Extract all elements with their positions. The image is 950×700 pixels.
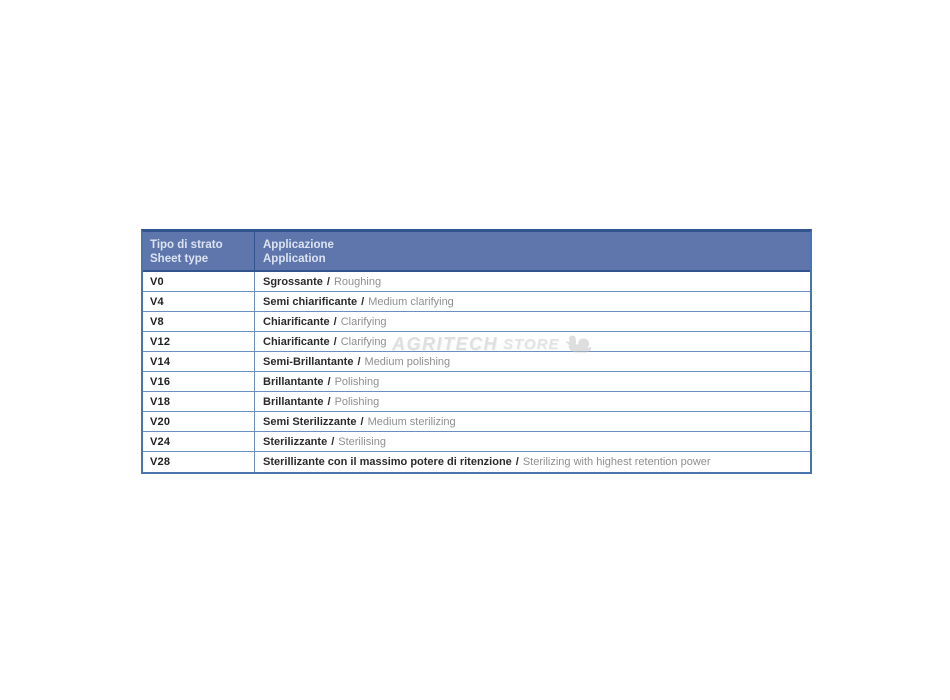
application-value: Brillantante / Polishing xyxy=(255,372,810,391)
separator-slash: / xyxy=(333,315,337,328)
application-italian: Semi chiarificante xyxy=(263,295,358,308)
application-italian: Sgrossante xyxy=(263,275,323,288)
separator-slash: / xyxy=(333,335,337,348)
sheet-type-value: V24 xyxy=(143,432,255,451)
application-italian: Brillantante xyxy=(263,395,324,408)
application-english: Medium polishing xyxy=(364,355,451,368)
separator-slash: / xyxy=(515,456,519,468)
application-english: Roughing xyxy=(333,275,382,288)
application-italian: Sterillizante con il massimo potere di r… xyxy=(263,456,512,468)
application-italian: Brillantante xyxy=(263,375,324,388)
separator-slash: / xyxy=(360,415,364,428)
application-value: Semi-Brillantante / Medium polishing xyxy=(255,352,810,371)
application-italian: Chiarificante xyxy=(263,315,330,328)
table-row: V0 Sgrossante / Roughing xyxy=(143,272,810,292)
table-row: V28 Sterillizante con il massimo potere … xyxy=(143,452,810,472)
sheet-type-value: V14 xyxy=(143,352,255,371)
application-english: Sterilizing with highest retention power xyxy=(522,456,711,468)
application-value: Semi chiarificante / Medium clarifying xyxy=(255,292,810,311)
table-row: V18 Brillantante / Polishing xyxy=(143,392,810,412)
separator-slash: / xyxy=(361,295,365,308)
header-application: Applicazione Application xyxy=(263,239,334,265)
application-english: Polishing xyxy=(334,395,380,408)
application-italian: Chiarificante xyxy=(263,335,330,348)
application-english: Polishing xyxy=(334,375,380,388)
table-row: V4 Semi chiarificante / Medium clarifyin… xyxy=(143,292,810,312)
application-italian: Semi-Brillantante xyxy=(263,355,354,368)
separator-slash: / xyxy=(326,275,330,288)
application-value: Semi Sterilizzante / Medium sterilizing xyxy=(255,412,810,431)
separator-slash: / xyxy=(327,375,331,388)
application-english: Clarifying xyxy=(340,335,387,348)
application-value: Sgrossante / Roughing xyxy=(255,272,810,291)
table-row: V14 Semi-Brillantante / Medium polishing xyxy=(143,352,810,372)
application-english: Clarifying xyxy=(340,315,387,328)
sheet-type-value: V8 xyxy=(143,312,255,331)
sheet-type-value: V16 xyxy=(143,372,255,391)
table-row: V24 Sterilizzante / Sterilising xyxy=(143,432,810,452)
sheet-type-value: V28 xyxy=(143,452,255,472)
application-value: Chiarificante / Clarifying xyxy=(255,332,810,351)
separator-slash: / xyxy=(327,395,331,408)
sheet-type-value: V18 xyxy=(143,392,255,411)
table-row: V20 Semi Sterilizzante / Medium steriliz… xyxy=(143,412,810,432)
table-header-row: Tipo di strato Sheet type Applicazione A… xyxy=(143,232,810,272)
sheet-type-value: V12 xyxy=(143,332,255,351)
application-value: Chiarificante / Clarifying xyxy=(255,312,810,331)
table-row: V8 Chiarificante / Clarifying xyxy=(143,312,810,332)
sheet-type-table: Tipo di strato Sheet type Applicazione A… xyxy=(141,229,812,474)
header-sheet-type: Tipo di strato Sheet type xyxy=(143,232,255,270)
application-english: Medium clarifying xyxy=(368,295,454,308)
application-italian: Sterilizzante xyxy=(263,435,328,448)
application-english: Sterilising xyxy=(338,435,386,448)
sheet-type-value: V20 xyxy=(143,412,255,431)
application-value: Brillantante / Polishing xyxy=(255,392,810,411)
separator-slash: / xyxy=(357,355,361,368)
sheet-type-value: V0 xyxy=(143,272,255,291)
table-row: V16 Brillantante / Polishing xyxy=(143,372,810,392)
application-italian: Semi Sterilizzante xyxy=(263,415,357,428)
application-english: Medium sterilizing xyxy=(367,415,456,428)
sheet-type-value: V4 xyxy=(143,292,255,311)
table-row: V12 Chiarificante / Clarifying xyxy=(143,332,810,352)
application-value: Sterilizzante / Sterilising xyxy=(255,432,810,451)
separator-slash: / xyxy=(331,435,335,448)
application-value: Sterillizante con il massimo potere di r… xyxy=(255,452,810,472)
